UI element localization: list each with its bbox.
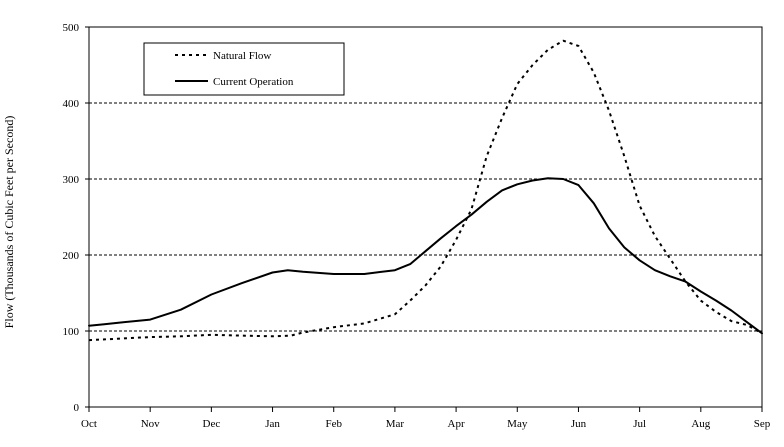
y-tick-label-100: 100 <box>63 326 80 338</box>
series-line-natural-flow <box>88 39 763 342</box>
legend-box <box>143 42 345 96</box>
x-tick-label-oct: Oct <box>81 418 97 430</box>
gridlines <box>89 102 762 332</box>
x-tick-label-jul: Jul <box>633 418 646 430</box>
y-tick-label-300: 300 <box>63 174 80 186</box>
y-tick-label-0: 0 <box>74 402 80 414</box>
y-tick-label-500: 500 <box>63 22 80 34</box>
axis-ticks: 0 100 200 300 400 500 Oct Nov Dec Jan Feb Mar Apr May… <box>63 22 771 430</box>
legend-label-current-operation: Current Operation <box>213 76 294 88</box>
x-tick-label-apr: Apr <box>448 418 465 430</box>
x-tick-label-feb: Feb <box>325 418 342 430</box>
x-tick-label-may: May <box>507 418 528 430</box>
legend: Natural Flow Current Operation <box>143 42 345 96</box>
legend-label-natural-flow: Natural Flow <box>213 50 271 62</box>
y-axis-title: Flow (Thousands of Cubic Feet per Second… <box>2 116 16 329</box>
plot-area-frame <box>88 26 763 408</box>
x-tick-label-dec: Dec <box>203 418 221 430</box>
x-tick-label-jan: Jan <box>265 418 280 430</box>
y-tick-label-200: 200 <box>63 250 80 262</box>
x-tick-label-nov: Nov <box>141 418 160 430</box>
x-tick-label-sep: Sep <box>754 418 771 430</box>
x-tick-label-mar: Mar <box>386 418 405 430</box>
x-tick-label-jun: Jun <box>571 418 587 430</box>
series-lines <box>88 39 763 342</box>
series-line-current-operation <box>88 177 763 335</box>
y-tick-label-400: 400 <box>63 98 80 110</box>
x-tick-label-aug: Aug <box>691 418 710 430</box>
